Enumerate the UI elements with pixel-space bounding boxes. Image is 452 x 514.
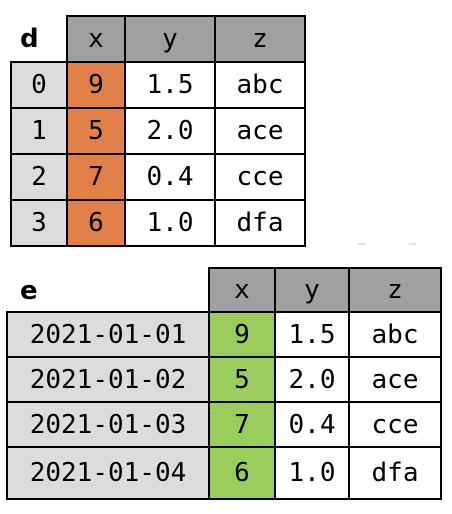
frame-e-index-cell: 2021-01-01 — [6, 311, 210, 358]
frame-d-column-header-y: y — [124, 15, 216, 63]
frame-d-cell-y: 0.4 — [124, 153, 216, 201]
decorative-dots: ⋯⋯ — [409, 241, 417, 248]
frame-e-index-cell: 2021-01-02 — [6, 356, 210, 403]
frame-e-cell-z: dfa — [348, 446, 442, 500]
decorative-dots: ⋯⋯ — [358, 241, 366, 248]
frame-d-cell-z: cce — [214, 153, 306, 201]
frame-e-index-cell: 2021-01-03 — [6, 401, 210, 448]
frame-e-cell-x: 9 — [208, 311, 276, 358]
frame-d-cell-y: 1.0 — [124, 199, 216, 247]
frame-d-cell-x: 7 — [66, 153, 126, 201]
frame-d-cell-x: 5 — [66, 107, 126, 155]
frame-e-column-header-z: z — [348, 267, 442, 313]
frame-d-column-header-x: x — [66, 15, 126, 63]
frame-d-index-cell: 2 — [10, 153, 68, 201]
frame-d-cell-z: dfa — [214, 199, 306, 247]
frame-e-name: e — [20, 276, 38, 306]
frame-d-index-cell: 0 — [10, 61, 68, 109]
frame-e-cell-z: abc — [348, 311, 442, 358]
frame-e-cell-x: 6 — [208, 446, 276, 500]
frame-e-cell-y: 1.5 — [274, 311, 350, 358]
frame-d-cell-x: 6 — [66, 199, 126, 247]
frame-e-index-cell: 2021-01-04 — [6, 446, 210, 500]
frame-d-cell-y: 2.0 — [124, 107, 216, 155]
frame-d-cell-y: 1.5 — [124, 61, 216, 109]
frame-d-name: d — [20, 24, 39, 54]
frame-e-cell-z: ace — [348, 356, 442, 403]
frame-e-cell-x: 7 — [208, 401, 276, 448]
frame-e-cell-x: 5 — [208, 356, 276, 403]
frame-e-column-header-x: x — [208, 267, 276, 313]
frame-d-cell-x: 9 — [66, 61, 126, 109]
frame-e-cell-y: 1.0 — [274, 446, 350, 500]
frame-e-column-header-y: y — [274, 267, 350, 313]
frame-e-cell-y: 0.4 — [274, 401, 350, 448]
frame-d-index-cell: 1 — [10, 107, 68, 155]
frame-d-column-header-z: z — [214, 15, 306, 63]
frame-d-cell-z: abc — [214, 61, 306, 109]
frame-e-cell-z: cce — [348, 401, 442, 448]
frame-e-cell-y: 2.0 — [274, 356, 350, 403]
frame-d-cell-z: ace — [214, 107, 306, 155]
frame-d-index-cell: 3 — [10, 199, 68, 247]
